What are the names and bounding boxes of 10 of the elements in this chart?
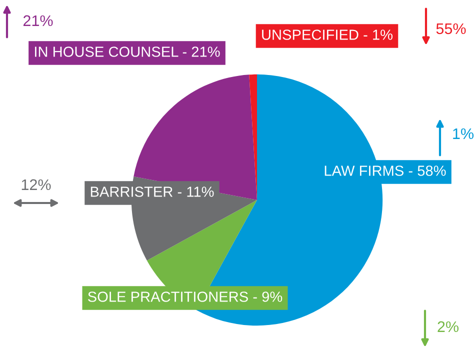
slice-label: LAW FIRMS - 58% (324, 166, 446, 176)
slice-label: IN HOUSE COUNSEL - 21% (35, 46, 220, 57)
text: 21% (23, 15, 53, 26)
slice-label: SOLE PRACTITIONERS - 9% (88, 292, 282, 302)
text: 12% (22, 179, 51, 190)
slice-label: BARRISTER - 11% (90, 186, 214, 197)
text: 55% (436, 23, 466, 34)
legend-label: UNSPECIFIED - 1% (262, 30, 393, 40)
text: 2% (438, 321, 458, 332)
text: 1% (453, 128, 474, 140)
